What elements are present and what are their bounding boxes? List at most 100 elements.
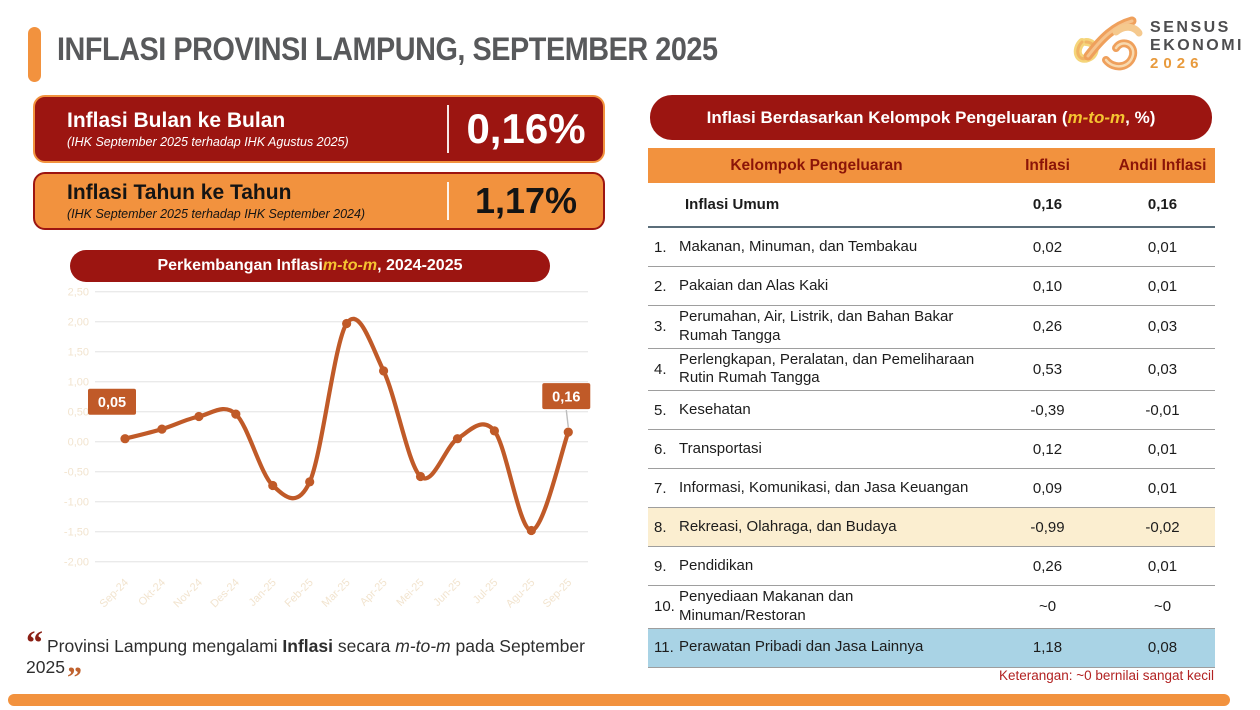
y-axis-tick: 0,00 (68, 437, 89, 449)
table-row: 6. Transportasi 0,12 0,01 (648, 430, 1215, 469)
table-title-suffix: , %) (1125, 107, 1156, 127)
summary-andil: 0,16 (1147, 196, 1178, 213)
row-number: 5. (654, 401, 667, 419)
logo-year: 2026 (1150, 54, 1204, 72)
row-andil-value: -0,01 (1145, 401, 1180, 419)
x-axis-tick: Sep-25 (541, 577, 575, 611)
kpi-year-on-year: Inflasi Tahun ke Tahun (IHK September 20… (33, 172, 605, 230)
last-point-label-box (542, 383, 591, 410)
data-point-marker (194, 411, 204, 422)
col-header-inflasi: Inflasi (1025, 156, 1070, 174)
row-inflasi-value: 0,12 (1032, 440, 1063, 458)
row-andil-value: 0,01 (1147, 238, 1178, 256)
data-point-marker (378, 366, 389, 376)
row-number: 3. (654, 318, 667, 336)
title-accent-bar (28, 27, 41, 82)
footnote: Keterangan: ~0 bernilai sangat kecil (998, 668, 1214, 683)
table-summary-row: Inflasi Umum 0,16 0,16 (648, 183, 1215, 228)
table-row: 7. Informasi, Komunikasi, dan Jasa Keuang… (648, 469, 1215, 508)
row-number: 11. (654, 639, 674, 656)
row-group-name: Makanan, Minuman, dan Tembakau (679, 237, 918, 255)
data-point-marker (305, 477, 315, 487)
data-point-marker (342, 318, 352, 329)
row-group-name: Penyediaan Makanan dan Minuman/Restoran (679, 588, 854, 624)
summary-name: Inflasi Umum (685, 196, 780, 213)
summary-inflasi: 0,16 (1032, 196, 1063, 213)
logo-text: SENSUS EKONOMI 2026 (1150, 19, 1244, 73)
row-inflasi-value: 0,26 (1032, 557, 1063, 575)
row-group-name: Pakaian dan Alas Kaki (679, 276, 829, 294)
inflation-line (122, 316, 571, 533)
chart-title-prefix: Perkembangan Inflasi (157, 257, 323, 274)
row-group-name: Kesehatan (679, 400, 751, 418)
row-inflasi-value: 0,09 (1032, 479, 1063, 497)
row-andil-value: 0,01 (1147, 479, 1178, 497)
y-axis-tick: 1,00 (68, 377, 89, 389)
table-row: 4. Perlengkapan, Peralatan, dan Pemelihar… (648, 349, 1215, 391)
page-title: INFLASI PROVINSI LAMPUNG, SEPTEMBER 2025 (57, 31, 718, 67)
row-andil-value: 0,03 (1147, 360, 1178, 378)
x-axis-tick: Nov-24 (171, 577, 205, 611)
expenditure-table: Kelompok Pengeluaran Inflasi Andil Infla… (648, 148, 1215, 668)
x-axis-tick: Okt-24 (136, 577, 168, 609)
row-group-name: Pendidikan (679, 556, 754, 574)
data-point-marker (563, 427, 573, 437)
data-point-marker (452, 434, 463, 444)
row-group-name: Rekreasi, Olahraga, dan Budaya (679, 517, 897, 535)
row-group-name: Perlengkapan, Peralatan, dan Pemeliharaa… (679, 350, 975, 387)
data-point-marker (526, 525, 536, 536)
row-number: 10. (654, 598, 675, 616)
row-number: 7. (654, 479, 667, 497)
row-inflasi-value: -0,39 (1030, 401, 1065, 419)
data-point-marker (489, 426, 499, 436)
table-row: 9. Pendidikan 0,26 0,01 (648, 547, 1215, 586)
row-number: 6. (654, 440, 667, 458)
quote-text-bold: Inflasi (282, 636, 333, 656)
y-axis-tick: 2,00 (68, 317, 89, 329)
x-axis-tick: Des-24 (208, 577, 242, 611)
x-axis-tick: Jun-25 (431, 577, 463, 609)
y-axis-tick: 2,50 (68, 287, 89, 299)
first-point-label-box (88, 388, 136, 415)
y-axis-tick: 1,50 (68, 347, 89, 359)
data-point-marker (415, 471, 426, 482)
logo-line1: SENSUS (1150, 18, 1231, 36)
x-axis-tick: Agu-25 (504, 577, 538, 611)
table-title-pill: Inflasi Berdasarkan Kelompok Pengeluaran… (650, 95, 1212, 140)
ribbon-logo-icon (1070, 8, 1144, 83)
data-point-marker (157, 424, 167, 434)
row-andil-value: -0,02 (1145, 518, 1180, 536)
table-row: 8. Rekreasi, Olahraga, dan Budaya -0,99 -0,… (648, 508, 1215, 547)
table-row: 2. Pakaian dan Alas Kaki 0,10 0,01 (648, 267, 1215, 306)
y-axis-tick: -2,00 (64, 557, 89, 569)
row-inflasi-value: 0,26 (1032, 318, 1063, 336)
data-point-marker (231, 409, 241, 419)
summary-quote: “Provinsi Lampung mengalami Inflasi seca… (26, 627, 626, 693)
chart-title-suffix: , 2024-2025 (377, 257, 463, 274)
kpi-mtm-subtitle: (IHK September 2025 terhadap IHK Agustus… (67, 135, 349, 149)
sensus-ekonomi-logo: SENSUS EKONOMI 2026 (1070, 8, 1244, 83)
row-inflasi-value: ~0 (1038, 598, 1057, 616)
row-andil-value: 0,01 (1147, 277, 1178, 295)
kpi-yoy-title: Inflasi Tahun ke Tahun (67, 181, 292, 204)
row-group-name: Transportasi (679, 439, 762, 457)
row-inflasi-value: 0,02 (1032, 238, 1063, 256)
data-point-marker (120, 434, 130, 444)
row-andil-value: 0,01 (1147, 440, 1178, 458)
row-number: 8. (654, 518, 667, 536)
x-axis-tick: Apr-25 (358, 577, 390, 609)
row-group-name: Perumahan, Air, Listrik, dan Bahan Bakar… (679, 308, 954, 344)
table-row: 11. Perawatan Pribadi dan Jasa Lainnya 1,1… (648, 628, 1215, 668)
table-body: 1. Makanan, Minuman, dan Tembakau 0,02 0,01… (648, 228, 1215, 668)
row-inflasi-value: 0,10 (1032, 277, 1063, 295)
row-andil-value: 0,03 (1147, 318, 1178, 336)
y-axis-tick: 0,50 (68, 407, 89, 419)
quote-text-italic: m-to-m (395, 636, 451, 656)
row-number: 2. (654, 277, 667, 295)
open-quote-icon: “ (26, 625, 43, 662)
y-axis-tick: -1,00 (64, 497, 89, 509)
kpi-divider (447, 105, 449, 153)
row-andil-value: ~0 (1153, 598, 1172, 616)
table-row: 1. Makanan, Minuman, dan Tembakau 0,02 0,01 (648, 228, 1215, 267)
